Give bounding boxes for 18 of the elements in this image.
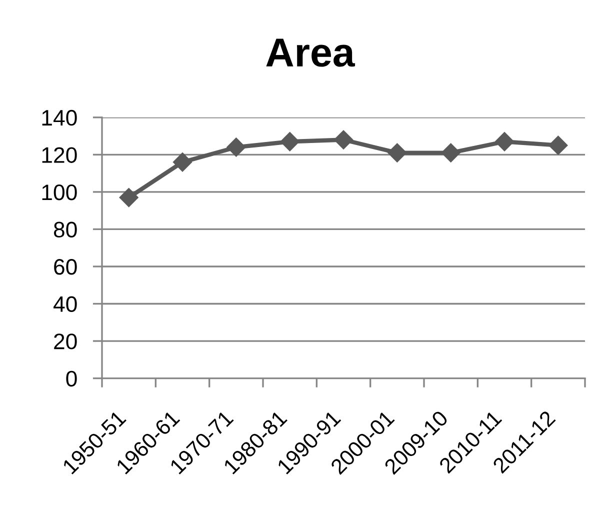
point — [172, 152, 192, 172]
point — [548, 136, 568, 155]
y-tick-label: 120 — [42, 147, 77, 163]
y-tick-label: 20 — [54, 334, 77, 350]
y-tick-label: 40 — [53, 296, 77, 312]
point — [494, 132, 514, 152]
y-tick-label: 100 — [42, 184, 77, 200]
y-tick-label: 60 — [54, 259, 77, 275]
y-tick-label: 140 — [42, 110, 77, 126]
point — [226, 138, 246, 157]
point — [280, 132, 300, 152]
point — [119, 188, 138, 208]
y-tick-label: 0 — [66, 370, 77, 387]
point — [441, 143, 460, 162]
point — [334, 130, 354, 150]
point — [388, 143, 407, 162]
chart-title: Area — [266, 38, 356, 67]
y-tick-label: 80 — [54, 222, 77, 238]
